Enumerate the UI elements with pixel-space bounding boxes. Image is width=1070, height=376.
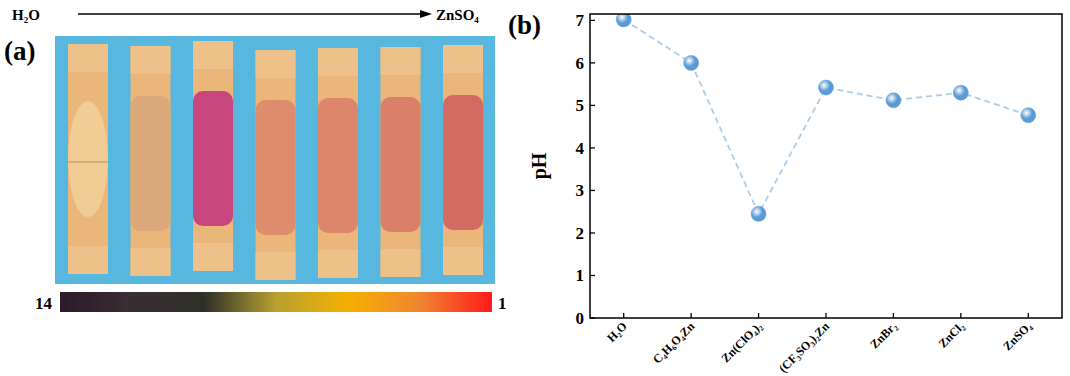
strip-paper xyxy=(68,44,108,274)
strip-tape xyxy=(381,249,421,277)
scale-min-label: 14 xyxy=(35,294,53,313)
x-tick-label: (CF₃SO₃)₂Zn xyxy=(776,319,832,375)
strip-tape xyxy=(68,246,108,274)
x-tick-label: ZnSO₄ xyxy=(1000,319,1034,353)
data-point xyxy=(751,206,766,221)
strip-tape xyxy=(256,252,296,280)
y-tick-label: 0 xyxy=(576,309,585,328)
ph-strip xyxy=(256,50,296,280)
wet-zone xyxy=(318,98,358,233)
strip-tape xyxy=(131,46,171,74)
data-point xyxy=(819,80,834,95)
data-point xyxy=(616,14,631,27)
wet-zone xyxy=(443,95,483,230)
ph-strip xyxy=(443,45,483,275)
ph-strip xyxy=(381,47,421,277)
strip-fold xyxy=(68,162,108,163)
strip-paper xyxy=(256,50,296,280)
y-tick-label: 4 xyxy=(576,139,585,158)
data-point xyxy=(1021,108,1036,123)
strip-paper xyxy=(443,45,483,275)
y-tick-label: 3 xyxy=(576,181,585,200)
strip-tape xyxy=(443,247,483,275)
ph-color-scale xyxy=(60,292,492,312)
strip-tape xyxy=(381,47,421,75)
ph-strip xyxy=(193,41,233,271)
photo-background xyxy=(55,36,495,284)
scale-max-label: 1 xyxy=(498,294,507,313)
x-tick-label: ZnCl₂ xyxy=(936,319,968,351)
arrow-head xyxy=(420,10,432,18)
strip-tape xyxy=(256,50,296,78)
data-point xyxy=(953,85,968,100)
start-label: H₂O xyxy=(12,7,40,23)
figure: (a) H₂O ZnSO₄ 14 1 (b) pH 0 1 2 3 4 5 6 7 H₂O C₄H₆O₄Zn Zn… xyxy=(0,0,1070,376)
plot-frame xyxy=(590,14,1062,318)
x-tick-label: Zn(ClO₄)₂ xyxy=(719,319,765,365)
strip-paper xyxy=(318,48,358,278)
plot-area xyxy=(616,14,1036,221)
panel-label: (b) xyxy=(508,10,541,40)
wet-zone xyxy=(131,96,171,231)
x-tick-label: C₄H₆O₄Zn xyxy=(650,319,697,366)
y-tick-label: 7 xyxy=(576,11,585,30)
end-label: ZnSO₄ xyxy=(436,7,479,23)
wet-zone xyxy=(193,91,233,226)
ph-strip xyxy=(131,46,171,276)
y-tick-label: 6 xyxy=(576,54,585,73)
panel-label: (a) xyxy=(4,36,35,66)
y-axis-label: pH xyxy=(528,152,551,179)
strip-tape xyxy=(443,45,483,73)
strip-tape xyxy=(193,243,233,271)
y-tick-label: 2 xyxy=(576,224,585,243)
ph-strip xyxy=(318,48,358,278)
data-point xyxy=(886,93,901,108)
strip-tape xyxy=(193,41,233,69)
wet-zone xyxy=(381,97,421,232)
arrow-line xyxy=(78,13,424,14)
strip-tape xyxy=(318,250,358,278)
strip-tape xyxy=(131,248,171,276)
ph-strip xyxy=(68,44,108,274)
x-tick-label: ZnBr₂ xyxy=(867,319,900,352)
wet-zone xyxy=(68,101,108,217)
data-point xyxy=(684,55,699,70)
strip-paper xyxy=(381,47,421,277)
y-tick-label: 1 xyxy=(576,266,585,285)
x-tick-label: H₂O xyxy=(604,319,630,345)
strip-tape xyxy=(318,48,358,76)
strip-tape xyxy=(68,44,108,72)
strip-paper xyxy=(131,46,171,276)
data-line xyxy=(624,20,1029,214)
wet-zone xyxy=(256,100,296,235)
y-tick-label: 5 xyxy=(576,96,585,115)
strip-paper xyxy=(193,41,233,271)
